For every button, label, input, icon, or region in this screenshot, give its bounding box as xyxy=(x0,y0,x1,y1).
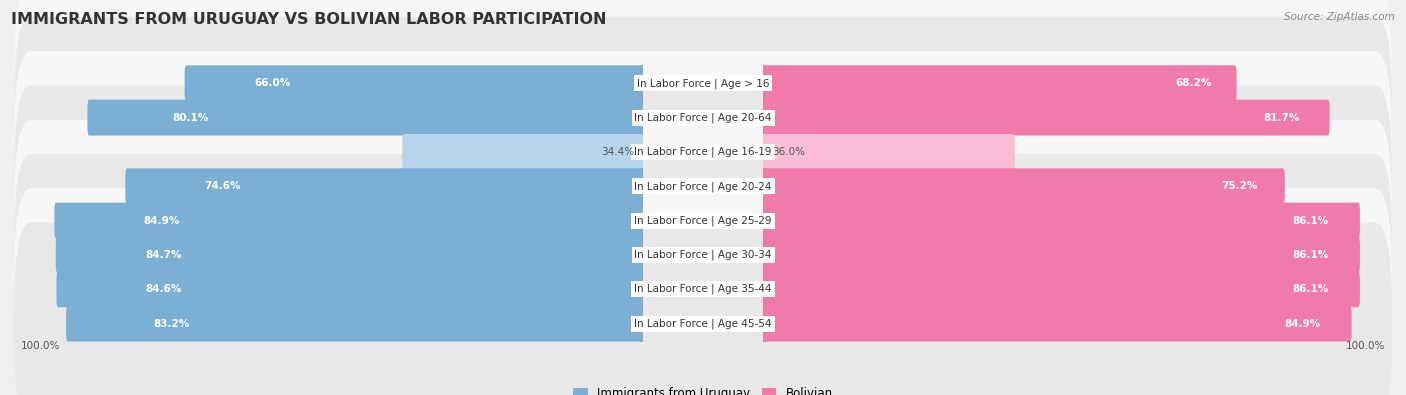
Text: 84.7%: 84.7% xyxy=(145,250,181,260)
FancyBboxPatch shape xyxy=(640,134,643,170)
FancyBboxPatch shape xyxy=(66,306,643,342)
FancyBboxPatch shape xyxy=(763,65,766,101)
FancyBboxPatch shape xyxy=(640,65,643,101)
Text: 74.6%: 74.6% xyxy=(204,181,240,191)
FancyBboxPatch shape xyxy=(14,120,1392,322)
FancyBboxPatch shape xyxy=(640,100,643,135)
FancyBboxPatch shape xyxy=(763,271,766,307)
Text: 80.1%: 80.1% xyxy=(172,113,208,122)
Text: 83.2%: 83.2% xyxy=(153,319,190,329)
Text: IMMIGRANTS FROM URUGUAY VS BOLIVIAN LABOR PARTICIPATION: IMMIGRANTS FROM URUGUAY VS BOLIVIAN LABO… xyxy=(11,12,607,27)
Text: 84.9%: 84.9% xyxy=(1285,319,1320,329)
FancyBboxPatch shape xyxy=(87,100,643,135)
Text: In Labor Force | Age 20-24: In Labor Force | Age 20-24 xyxy=(634,181,772,192)
FancyBboxPatch shape xyxy=(184,65,643,101)
FancyBboxPatch shape xyxy=(763,100,1330,135)
FancyBboxPatch shape xyxy=(763,237,766,273)
FancyBboxPatch shape xyxy=(125,168,643,204)
FancyBboxPatch shape xyxy=(14,188,1392,390)
FancyBboxPatch shape xyxy=(763,237,1360,273)
FancyBboxPatch shape xyxy=(402,134,643,170)
Text: 36.0%: 36.0% xyxy=(772,147,804,157)
Text: In Labor Force | Age 20-64: In Labor Force | Age 20-64 xyxy=(634,112,772,123)
Text: 81.7%: 81.7% xyxy=(1264,113,1299,122)
Text: 34.4%: 34.4% xyxy=(600,147,634,157)
Text: 66.0%: 66.0% xyxy=(254,78,291,88)
Text: 86.1%: 86.1% xyxy=(1292,250,1329,260)
Text: Source: ZipAtlas.com: Source: ZipAtlas.com xyxy=(1284,12,1395,22)
Text: 68.2%: 68.2% xyxy=(1175,78,1212,88)
FancyBboxPatch shape xyxy=(14,223,1392,395)
FancyBboxPatch shape xyxy=(56,271,643,307)
FancyBboxPatch shape xyxy=(763,100,766,135)
FancyBboxPatch shape xyxy=(56,237,643,273)
FancyBboxPatch shape xyxy=(14,85,1392,287)
FancyBboxPatch shape xyxy=(14,51,1392,253)
FancyBboxPatch shape xyxy=(763,65,1236,101)
Text: In Labor Force | Age 30-34: In Labor Force | Age 30-34 xyxy=(634,250,772,260)
Text: 100.0%: 100.0% xyxy=(1346,341,1385,351)
Text: 86.1%: 86.1% xyxy=(1292,284,1329,294)
FancyBboxPatch shape xyxy=(763,271,1360,307)
Text: 86.1%: 86.1% xyxy=(1292,216,1329,226)
FancyBboxPatch shape xyxy=(640,271,643,307)
Text: 84.6%: 84.6% xyxy=(146,284,181,294)
FancyBboxPatch shape xyxy=(763,134,766,170)
Legend: Immigrants from Uruguay, Bolivian: Immigrants from Uruguay, Bolivian xyxy=(568,383,838,395)
Text: 100.0%: 100.0% xyxy=(21,341,60,351)
FancyBboxPatch shape xyxy=(14,154,1392,356)
Text: In Labor Force | Age > 16: In Labor Force | Age > 16 xyxy=(637,78,769,88)
FancyBboxPatch shape xyxy=(640,306,643,342)
FancyBboxPatch shape xyxy=(763,203,766,239)
FancyBboxPatch shape xyxy=(14,0,1392,184)
FancyBboxPatch shape xyxy=(640,203,643,239)
Text: In Labor Force | Age 45-54: In Labor Force | Age 45-54 xyxy=(634,318,772,329)
Text: In Labor Force | Age 25-29: In Labor Force | Age 25-29 xyxy=(634,215,772,226)
Text: In Labor Force | Age 35-44: In Labor Force | Age 35-44 xyxy=(634,284,772,295)
FancyBboxPatch shape xyxy=(14,17,1392,218)
FancyBboxPatch shape xyxy=(763,168,766,204)
FancyBboxPatch shape xyxy=(640,237,643,273)
Text: 84.9%: 84.9% xyxy=(143,216,180,226)
FancyBboxPatch shape xyxy=(763,134,1015,170)
FancyBboxPatch shape xyxy=(763,203,1360,239)
FancyBboxPatch shape xyxy=(763,306,1351,342)
FancyBboxPatch shape xyxy=(763,168,1285,204)
FancyBboxPatch shape xyxy=(763,306,766,342)
FancyBboxPatch shape xyxy=(640,168,643,204)
Text: In Labor Force | Age 16-19: In Labor Force | Age 16-19 xyxy=(634,147,772,157)
Text: 75.2%: 75.2% xyxy=(1220,181,1257,191)
FancyBboxPatch shape xyxy=(55,203,643,239)
